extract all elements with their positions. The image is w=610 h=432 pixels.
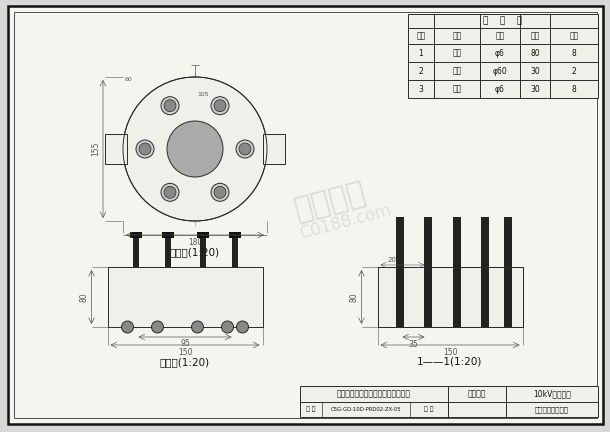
Text: 广东电网有限责任公司配网标准设计: 广东电网有限责任公司配网标准设计 (337, 389, 411, 398)
Text: 螺帽: 螺帽 (453, 85, 462, 93)
Bar (107, 267, 262, 327)
Text: 1——1(1:20): 1——1(1:20) (417, 357, 483, 367)
Circle shape (221, 321, 234, 333)
Text: 155: 155 (91, 142, 100, 156)
Bar (162, 232, 173, 238)
Text: φ6: φ6 (495, 85, 505, 93)
Text: 名称: 名称 (453, 32, 462, 41)
Circle shape (211, 183, 229, 201)
Text: 2: 2 (572, 67, 576, 76)
Text: 图 名: 图 名 (424, 407, 434, 412)
Circle shape (167, 121, 223, 177)
Text: 2: 2 (418, 67, 423, 76)
Bar (105, 134, 127, 164)
Bar (395, 217, 403, 327)
Text: 60: 60 (125, 77, 133, 82)
Text: CSG-GD-10D-PRD02-ZX-05: CSG-GD-10D-PRD02-ZX-05 (331, 407, 401, 412)
Circle shape (164, 186, 176, 198)
Text: 30: 30 (530, 67, 540, 76)
Circle shape (236, 140, 254, 158)
Circle shape (192, 321, 204, 333)
Bar (503, 217, 512, 327)
Circle shape (237, 321, 248, 333)
Text: 模块名称: 模块名称 (468, 389, 486, 398)
Circle shape (139, 143, 151, 155)
Text: 螺栓: 螺栓 (453, 48, 462, 57)
Text: 20: 20 (387, 257, 397, 263)
Text: C0188.com: C0188.com (297, 201, 393, 243)
Bar (196, 232, 209, 238)
Bar (165, 232, 171, 267)
Bar (263, 134, 285, 164)
Circle shape (121, 321, 134, 333)
Bar (423, 217, 431, 327)
Bar (453, 217, 461, 327)
Circle shape (239, 143, 251, 155)
Bar (229, 232, 240, 238)
Circle shape (123, 77, 267, 221)
Text: 图 号: 图 号 (306, 407, 316, 412)
Text: 150: 150 (178, 348, 192, 357)
Text: 80: 80 (530, 48, 540, 57)
Text: 正视图(1:20): 正视图(1:20) (160, 357, 210, 367)
Bar (408, 14, 598, 98)
Text: 3: 3 (418, 85, 423, 93)
Text: 80: 80 (79, 292, 88, 302)
Text: 180: 180 (188, 238, 202, 247)
Text: 1: 1 (418, 48, 423, 57)
Text: 80: 80 (350, 292, 359, 302)
Text: 管箍图(1:20): 管箍图(1:20) (170, 247, 220, 257)
Circle shape (214, 100, 226, 112)
Text: 8: 8 (572, 48, 576, 57)
Circle shape (161, 97, 179, 115)
Text: 150: 150 (443, 348, 458, 357)
Text: 编号: 编号 (417, 32, 426, 41)
Text: 长度: 长度 (530, 32, 540, 41)
Bar (481, 217, 489, 327)
Bar (232, 232, 237, 267)
Text: 承压式管箍设计图: 承压式管箍设计图 (535, 406, 569, 413)
Bar (129, 232, 142, 238)
Text: 35: 35 (409, 340, 418, 349)
Text: 105: 105 (197, 92, 209, 97)
Bar (132, 232, 138, 267)
Bar (378, 267, 523, 327)
Text: φ60: φ60 (493, 67, 508, 76)
Circle shape (151, 321, 163, 333)
Bar (300, 386, 598, 417)
Text: 95: 95 (180, 339, 190, 348)
Text: 土木在线: 土木在线 (291, 178, 369, 226)
Circle shape (211, 97, 229, 115)
Circle shape (164, 100, 176, 112)
Text: 规格: 规格 (495, 32, 504, 41)
Text: φ6: φ6 (495, 48, 505, 57)
Circle shape (214, 186, 226, 198)
Text: 垫片: 垫片 (453, 67, 462, 76)
Text: 30: 30 (530, 85, 540, 93)
Circle shape (161, 183, 179, 201)
Text: 8: 8 (572, 85, 576, 93)
Bar (199, 232, 206, 267)
Text: 材    料    表: 材 料 表 (484, 16, 523, 25)
Text: 10kV电缆井架: 10kV电缆井架 (533, 389, 571, 398)
Circle shape (136, 140, 154, 158)
Text: 数量: 数量 (569, 32, 579, 41)
